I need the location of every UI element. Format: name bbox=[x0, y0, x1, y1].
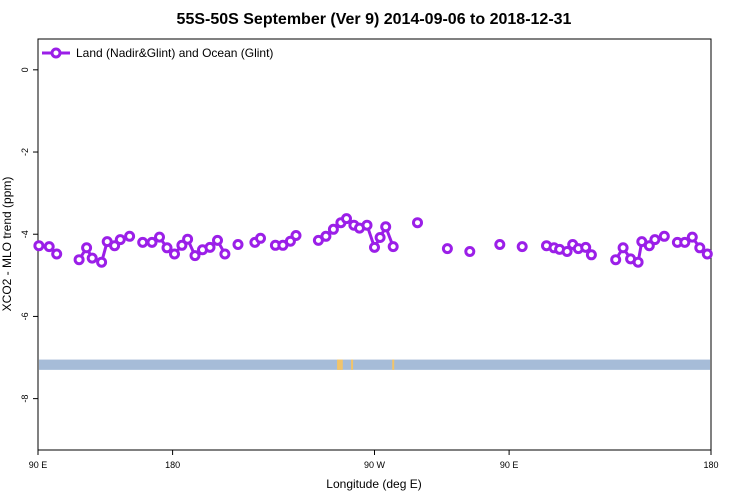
legend-marker-swatch bbox=[50, 47, 62, 59]
coverage-band bbox=[39, 359, 710, 370]
data-point bbox=[649, 234, 661, 246]
data-point bbox=[182, 233, 194, 245]
y-axis: 0 -2 -4 -6 -8 bbox=[20, 67, 38, 403]
data-point bbox=[51, 248, 63, 260]
data-point bbox=[124, 230, 136, 242]
data-point bbox=[686, 231, 698, 243]
data-point bbox=[380, 221, 392, 233]
data-point bbox=[701, 248, 713, 260]
data-point bbox=[361, 219, 373, 231]
x-axis-label: Longitude (deg E) bbox=[326, 477, 421, 491]
data-point bbox=[146, 236, 158, 248]
x-axis: 90 E 180 90 W 90 E 180 bbox=[29, 450, 719, 470]
y-tick-label: -8 bbox=[20, 395, 30, 403]
data-point bbox=[679, 236, 691, 248]
data-point bbox=[464, 246, 476, 257]
y-tick-label: -4 bbox=[20, 230, 30, 238]
legend: Land (Nadir&Glint) and Ocean (Glint) bbox=[42, 46, 273, 60]
data-point bbox=[161, 242, 173, 254]
data-point bbox=[176, 239, 188, 251]
data-point bbox=[341, 213, 352, 225]
data-point bbox=[561, 246, 573, 257]
data-point bbox=[516, 241, 528, 253]
data-point bbox=[290, 230, 302, 241]
x-tick-label: 90 E bbox=[29, 460, 48, 470]
data-point bbox=[658, 230, 670, 242]
coverage-band-bar bbox=[39, 359, 710, 370]
coverage-gap-mark bbox=[340, 359, 343, 370]
data-point bbox=[369, 241, 380, 253]
data-point bbox=[154, 231, 165, 243]
data-point bbox=[219, 248, 231, 260]
data-point bbox=[580, 241, 592, 253]
data-point bbox=[632, 256, 644, 268]
data-point bbox=[412, 217, 423, 229]
x-tick-label: 180 bbox=[165, 460, 180, 470]
data-point bbox=[694, 242, 706, 254]
coverage-gap-mark bbox=[351, 359, 354, 370]
coverage-gap-mark bbox=[338, 359, 341, 370]
legend-entry-label: Land (Nadir&Glint) and Ocean (Glint) bbox=[76, 46, 273, 60]
x-tick-label: 180 bbox=[703, 460, 718, 470]
data-point bbox=[33, 240, 45, 252]
data-point bbox=[387, 241, 399, 253]
data-point bbox=[441, 243, 453, 255]
data-point bbox=[86, 252, 98, 264]
series-layer bbox=[33, 213, 713, 268]
y-tick-label: -2 bbox=[20, 148, 30, 156]
data-point bbox=[73, 254, 85, 266]
data-point bbox=[109, 240, 121, 252]
data-point bbox=[617, 242, 629, 254]
data-point bbox=[585, 249, 597, 261]
data-point bbox=[494, 239, 506, 250]
data-point bbox=[169, 248, 180, 260]
data-point bbox=[114, 234, 126, 246]
data-point bbox=[327, 223, 339, 235]
data-point bbox=[232, 239, 244, 250]
y-tick-label: -6 bbox=[20, 312, 30, 320]
data-point bbox=[320, 230, 332, 242]
coverage-gap-mark bbox=[337, 359, 340, 370]
data-point bbox=[137, 236, 149, 248]
coverage-gap-mark bbox=[392, 359, 395, 370]
y-axis-label: XCO2 - MLO trend (ppm) bbox=[0, 177, 14, 312]
data-point bbox=[81, 242, 93, 254]
data-point bbox=[96, 256, 108, 268]
y-tick-label: 0 bbox=[20, 67, 30, 72]
data-point bbox=[212, 234, 223, 246]
data-point bbox=[43, 241, 55, 253]
x-tick-label: 90 W bbox=[364, 460, 386, 470]
data-point bbox=[255, 232, 266, 244]
data-point bbox=[374, 232, 386, 243]
data-point bbox=[610, 254, 622, 266]
chart-title: 55S-50S September (Ver 9) 2014-09-06 to … bbox=[177, 11, 572, 28]
data-point bbox=[189, 250, 201, 262]
data-point bbox=[204, 241, 216, 253]
x-tick-label: 90 E bbox=[500, 460, 519, 470]
